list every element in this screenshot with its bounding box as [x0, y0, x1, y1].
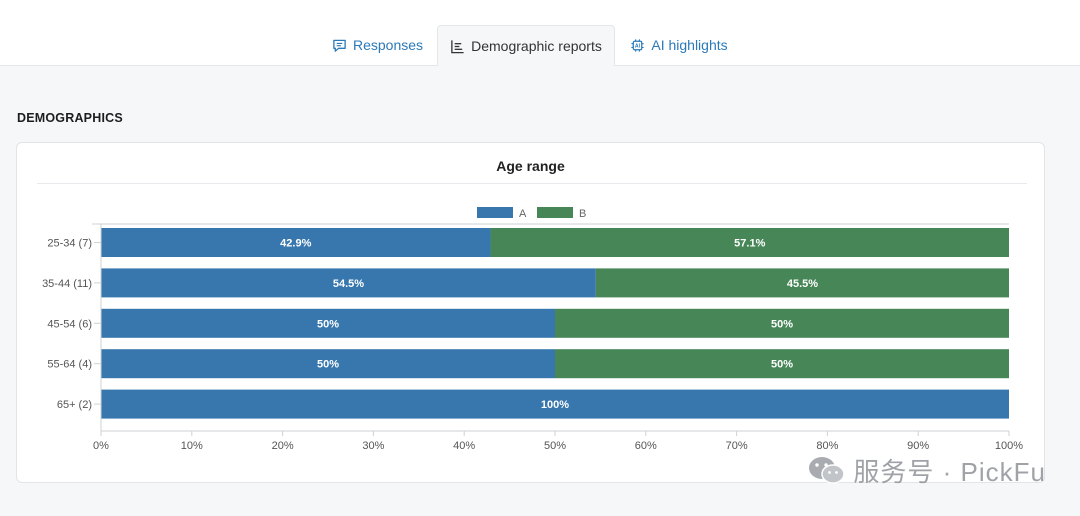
ai-chip-icon: AI	[631, 38, 644, 52]
bar-a	[101, 268, 596, 298]
card-title: Age range	[496, 158, 565, 174]
legend-swatch-b	[537, 207, 573, 218]
bar-value-label: 45.5%	[787, 278, 818, 290]
x-tick-label: 60%	[635, 440, 657, 452]
watermark: 服务号 · PickFu	[807, 452, 1046, 489]
legend-label-a: A	[519, 208, 527, 220]
category-label: 45-54 (6)	[47, 318, 92, 330]
bar-value-label: 50%	[317, 359, 339, 371]
category-label: 55-64 (4)	[47, 359, 92, 371]
bar-b	[490, 228, 1010, 257]
x-tick-label: 90%	[907, 440, 929, 452]
watermark-text: 服务号 · PickFu	[853, 457, 1046, 487]
x-tick-label: 100%	[995, 440, 1023, 452]
x-tick-label: 70%	[726, 440, 748, 452]
bar-value-label: 54.5%	[333, 278, 364, 290]
bar-b	[555, 308, 1009, 338]
legend-label-b: B	[579, 208, 586, 220]
x-tick-label: 80%	[816, 440, 838, 452]
bar-value-label: 50%	[771, 359, 793, 371]
x-tick-label: 20%	[272, 440, 294, 452]
bar-value-label: 57.1%	[734, 238, 765, 250]
bar-chart-icon	[451, 39, 464, 53]
tab-label: Demographic reports	[471, 38, 602, 54]
speech-bubble-icon	[333, 39, 346, 52]
wechat-logo-icon	[809, 456, 846, 484]
legend-swatch-a	[477, 207, 513, 218]
tab-label: AI highlights	[651, 37, 728, 53]
category-label: 65+ (2)	[57, 399, 92, 411]
card-divider	[37, 183, 1027, 184]
tab-ai-highlights[interactable]: AI AI highlights	[625, 25, 733, 65]
x-tick-label: 40%	[453, 440, 475, 452]
top-tab-bar: Responses Demographic reports AI AI high…	[0, 0, 1080, 66]
bar-a	[101, 389, 1009, 419]
section-title: DEMOGRAPHICS	[17, 111, 123, 125]
bar-value-label: 100%	[541, 399, 569, 411]
bar-value-label: 42.9%	[280, 238, 311, 250]
tab-label: Responses	[352, 37, 424, 53]
bar-a	[101, 349, 555, 379]
x-tick-label: 10%	[181, 440, 203, 452]
x-tick-label: 0%	[93, 440, 109, 452]
bar-b	[555, 349, 1009, 379]
bar-b	[595, 268, 1009, 298]
age-range-chart: A B 25-34 (7) 42.9% 57.1% 35-44 (11) 54.5% 45.5…	[42, 207, 1023, 452]
bar-a	[101, 308, 555, 338]
bar-value-label: 50%	[771, 318, 793, 330]
bar-value-label: 50%	[317, 318, 339, 330]
x-tick-label: 50%	[544, 440, 566, 452]
category-label: 25-34 (7)	[47, 238, 92, 250]
tab-responses[interactable]: Responses	[325, 25, 430, 65]
tab-demographic-reports[interactable]: Demographic reports	[437, 25, 615, 66]
age-range-card: Age range A B 25-34 (7) 42.9% 57.1% 35-44 (11…	[16, 142, 1045, 483]
svg-text:AI: AI	[635, 43, 641, 49]
category-label: 35-44 (11)	[42, 278, 92, 290]
x-tick-label: 30%	[362, 440, 384, 452]
bar-a	[101, 228, 491, 257]
